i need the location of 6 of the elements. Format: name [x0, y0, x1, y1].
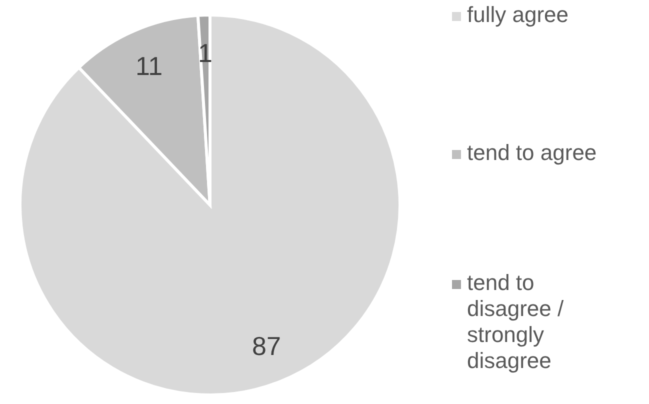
legend-label: tend to disagree / strongly disagree [467, 270, 565, 374]
legend-label: tend to agree [467, 140, 598, 166]
data-label: 87 [252, 331, 281, 362]
pie-slice [18, 14, 402, 396]
legend-label: fully agree [467, 2, 570, 28]
data-label: 11 [136, 50, 163, 81]
